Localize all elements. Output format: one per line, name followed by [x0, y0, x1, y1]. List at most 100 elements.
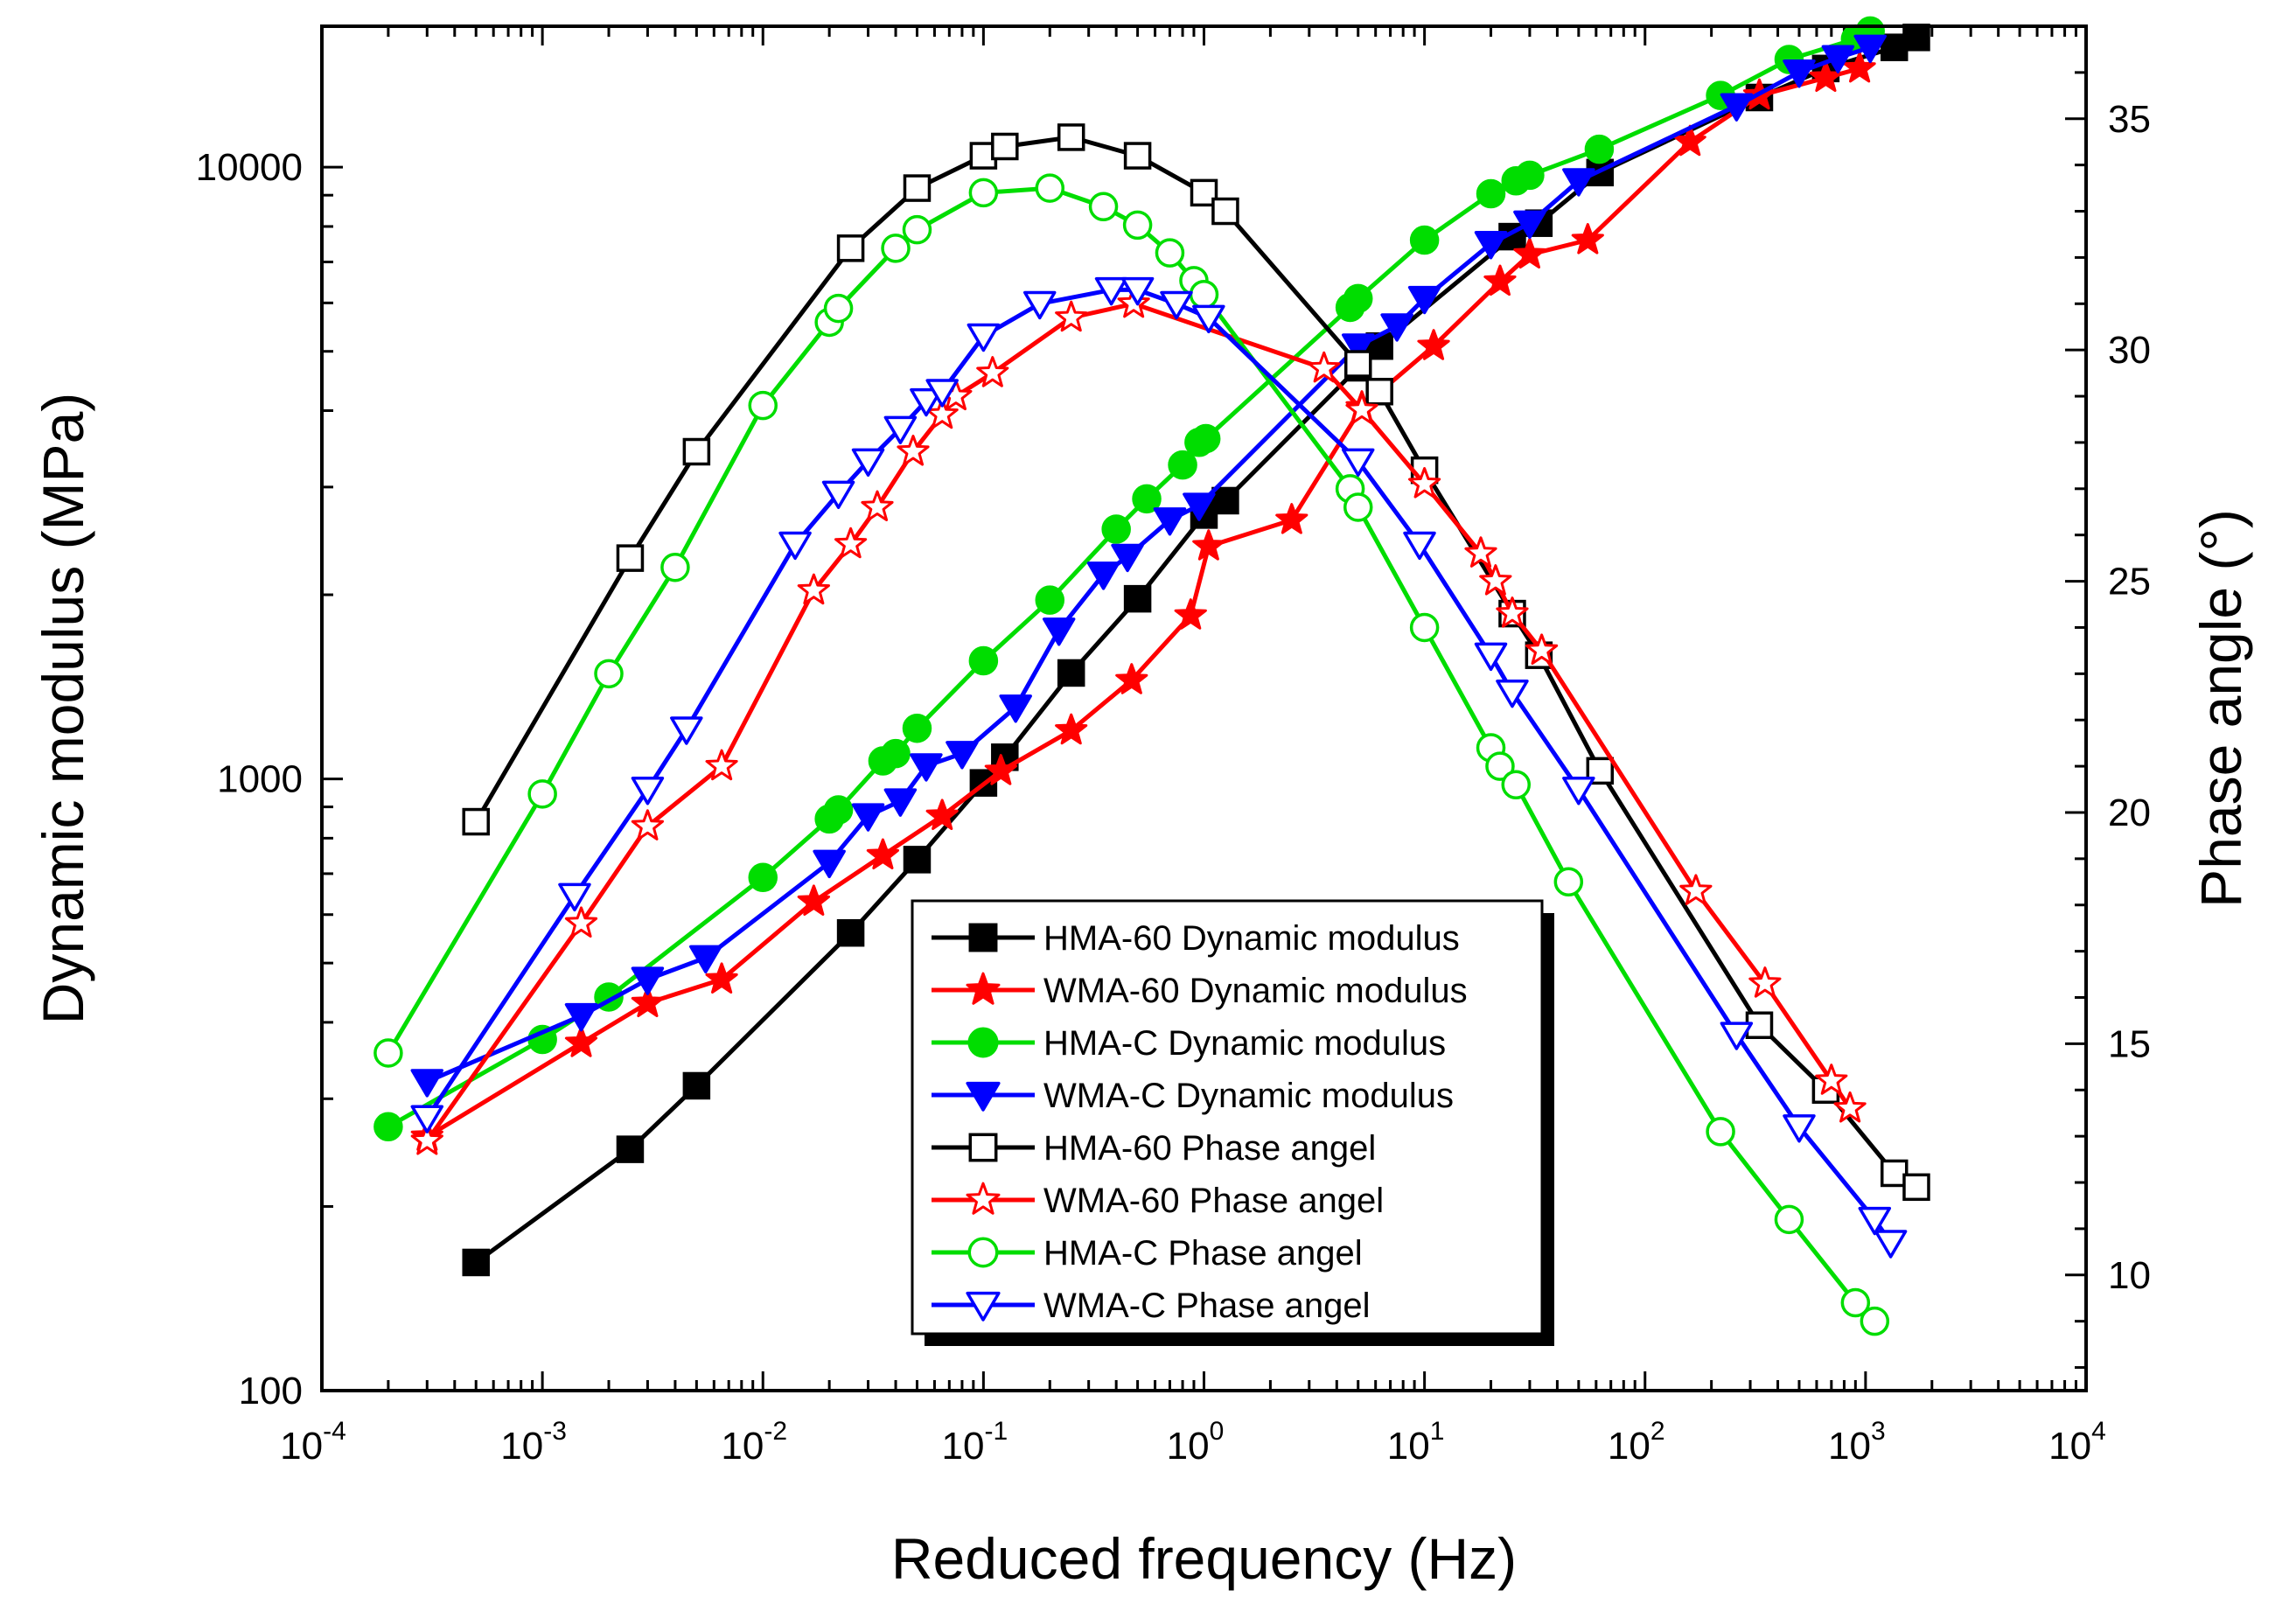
data-point	[616, 544, 645, 572]
x-tick-label: 104	[2048, 1417, 2106, 1468]
data-point	[834, 527, 868, 559]
data-point	[373, 1112, 403, 1142]
data-point	[968, 645, 999, 676]
x-tick-label: 102	[1608, 1417, 1665, 1468]
data-point	[821, 480, 855, 510]
legend-marker	[967, 1237, 999, 1268]
data-point	[823, 293, 854, 324]
data-point	[903, 174, 932, 202]
data-point	[1190, 423, 1221, 454]
data-point	[1485, 751, 1515, 781]
x-tick-label: 100	[1167, 1417, 1225, 1468]
data-point	[1815, 1064, 1848, 1095]
data-point	[1880, 33, 1909, 61]
data-point	[1858, 1206, 1892, 1236]
data-point	[1783, 1114, 1816, 1143]
y-right-tick-label: 25	[2108, 561, 2151, 603]
data-point	[1123, 584, 1152, 613]
data-point	[999, 694, 1032, 723]
legend-label: WMA-60 Phase angel	[1043, 1182, 1384, 1220]
data-point	[682, 1071, 711, 1100]
data-point	[1407, 285, 1441, 315]
data-point	[1211, 486, 1239, 515]
data-point	[1409, 225, 1440, 255]
data-point	[1057, 659, 1085, 687]
data-point	[748, 390, 778, 421]
legend-label: HMA-60 Dynamic modulus	[1043, 919, 1460, 958]
data-point	[373, 1038, 403, 1068]
data-point	[527, 779, 557, 809]
data-point	[631, 966, 665, 995]
data-point	[616, 1135, 645, 1163]
legend-marker	[966, 1081, 1001, 1112]
data-point	[1783, 59, 1816, 88]
y-right-tick-label: 10	[2108, 1254, 2151, 1297]
y-right-tick-label: 35	[2108, 98, 2151, 141]
data-point	[813, 849, 846, 879]
data-point	[670, 716, 703, 745]
data-point	[1774, 1204, 1804, 1235]
data-point	[410, 1069, 444, 1098]
data-point	[1843, 51, 1876, 83]
data-point	[910, 753, 943, 782]
data-point	[1483, 264, 1517, 296]
data-point	[1479, 564, 1512, 596]
data-point	[1880, 1159, 1909, 1188]
data-point	[558, 882, 591, 912]
data-point	[1057, 123, 1085, 151]
legend-label: WMA-C Dynamic modulus	[1043, 1077, 1454, 1115]
data-point	[1409, 612, 1440, 643]
data-point	[410, 1123, 443, 1155]
y-right-tick-label: 15	[2108, 1022, 2151, 1065]
data-point	[1673, 124, 1706, 157]
data-point	[836, 918, 865, 947]
data-point	[1341, 448, 1375, 477]
data-point	[1341, 333, 1375, 362]
data-point	[902, 713, 932, 743]
data-point	[836, 234, 865, 262]
data-point	[1035, 585, 1065, 615]
data-point	[1042, 617, 1076, 646]
data-point	[903, 846, 932, 874]
data-point	[1117, 286, 1150, 318]
data-point	[925, 799, 959, 830]
data-point	[682, 437, 711, 466]
data-point	[1513, 210, 1546, 240]
y-left-tick-label: 1000	[217, 758, 303, 801]
data-point	[1562, 777, 1595, 806]
data-point	[1343, 350, 1372, 378]
data-point	[881, 738, 911, 769]
data-point	[1094, 276, 1128, 306]
data-point	[1902, 24, 1930, 52]
data-point	[1086, 561, 1120, 590]
data-point	[946, 741, 979, 770]
data-point	[1343, 283, 1373, 314]
y-axis-left-title: Dynamic modulus (MPa)	[31, 393, 95, 1025]
data-point	[1408, 467, 1441, 499]
data-point	[1748, 966, 1782, 998]
x-tick-label: 10-1	[942, 1417, 1008, 1468]
tick-labels: 10-4 10-3 10-2 10-1 100 101 102 103 104 100 1000 10…	[196, 98, 2151, 1468]
data-point	[1345, 393, 1378, 424]
y-left-tick-label: 10000	[196, 146, 303, 189]
data-point	[1720, 93, 1754, 122]
x-tick-label: 103	[1828, 1417, 1886, 1468]
legend-label: HMA-C Dynamic modulus	[1043, 1024, 1446, 1063]
data-point	[925, 379, 959, 408]
data-point	[1120, 276, 1155, 306]
series-hma-60-phase-angel	[462, 123, 1930, 1202]
series-wma-c-phase-angel	[410, 276, 1908, 1259]
x-tick-label: 10-3	[500, 1417, 567, 1468]
data-point	[1275, 503, 1309, 534]
data-point	[984, 754, 1017, 785]
data-point	[1501, 770, 1532, 800]
data-point	[1853, 34, 1887, 64]
data-point	[1821, 45, 1855, 73]
data-point	[631, 809, 664, 840]
data-point	[631, 986, 664, 1017]
data-point	[976, 356, 1009, 387]
legend-label: HMA-C Phase angel	[1043, 1234, 1363, 1273]
data-point	[660, 552, 690, 582]
data-point	[1476, 178, 1506, 209]
data-point	[1055, 713, 1088, 745]
